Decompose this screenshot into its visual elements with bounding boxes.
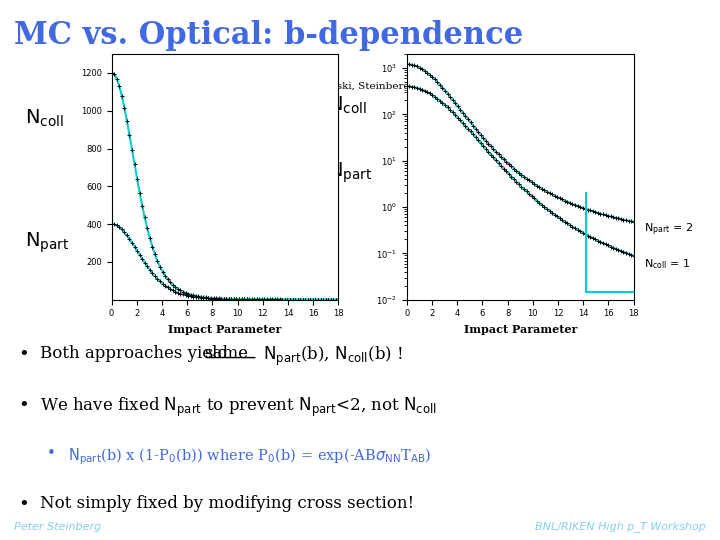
- Text: •: •: [18, 495, 29, 512]
- Text: We have fixed $\mathrm{N_{part}}$ to prevent $\mathrm{N_{part}}$<2, not $\mathrm: We have fixed $\mathrm{N_{part}}$ to pre…: [40, 396, 436, 419]
- Text: BNL/RIKEN High p_T Workshop: BNL/RIKEN High p_T Workshop: [535, 521, 706, 532]
- Text: Peter Steinberg: Peter Steinberg: [14, 522, 102, 532]
- Text: $\mathrm{N_{part}}$: $\mathrm{N_{part}}$: [328, 160, 372, 185]
- Text: same: same: [204, 345, 248, 362]
- Text: •: •: [47, 447, 55, 462]
- X-axis label: Impact Parameter: Impact Parameter: [168, 324, 282, 335]
- Text: $\mathrm{N_{part}}$: $\mathrm{N_{part}}$: [25, 231, 70, 255]
- Text: $\mathrm{N_{coll}}$: $\mathrm{N_{coll}}$: [25, 107, 64, 129]
- Text: $\mathrm{N_{part}}$(b) x (1-P$_0$(b)) where P$_0$(b) = exp(-AB$\sigma_\mathrm{NN: $\mathrm{N_{part}}$(b) x (1-P$_0$(b)) wh…: [68, 447, 432, 467]
- X-axis label: Impact Parameter: Impact Parameter: [464, 324, 577, 335]
- Text: $\mathrm{N_{part}}$ = 2: $\mathrm{N_{part}}$ = 2: [644, 222, 693, 239]
- Text: $\mathrm{N_{coll}}$: $\mathrm{N_{coll}}$: [328, 94, 366, 116]
- Text: •: •: [18, 345, 29, 363]
- Text: Not simply fixed by modifying cross section!: Not simply fixed by modifying cross sect…: [40, 495, 414, 511]
- Text: $\mathrm{N_{coll}}$ = 1: $\mathrm{N_{coll}}$ = 1: [644, 257, 691, 271]
- Text: •: •: [18, 396, 29, 414]
- Text: Baker, Decowski, Steinberg, “Glauber Workshop 2001”: Baker, Decowski, Steinberg, “Glauber Wor…: [266, 81, 555, 91]
- Text: Both approaches yield: Both approaches yield: [40, 345, 233, 362]
- Text: MC vs. Optical: b-dependence: MC vs. Optical: b-dependence: [14, 19, 523, 51]
- Text: $\mathrm{N_{part}}$(b), $\mathrm{N_{coll}}$(b) !: $\mathrm{N_{part}}$(b), $\mathrm{N_{coll…: [258, 345, 402, 368]
